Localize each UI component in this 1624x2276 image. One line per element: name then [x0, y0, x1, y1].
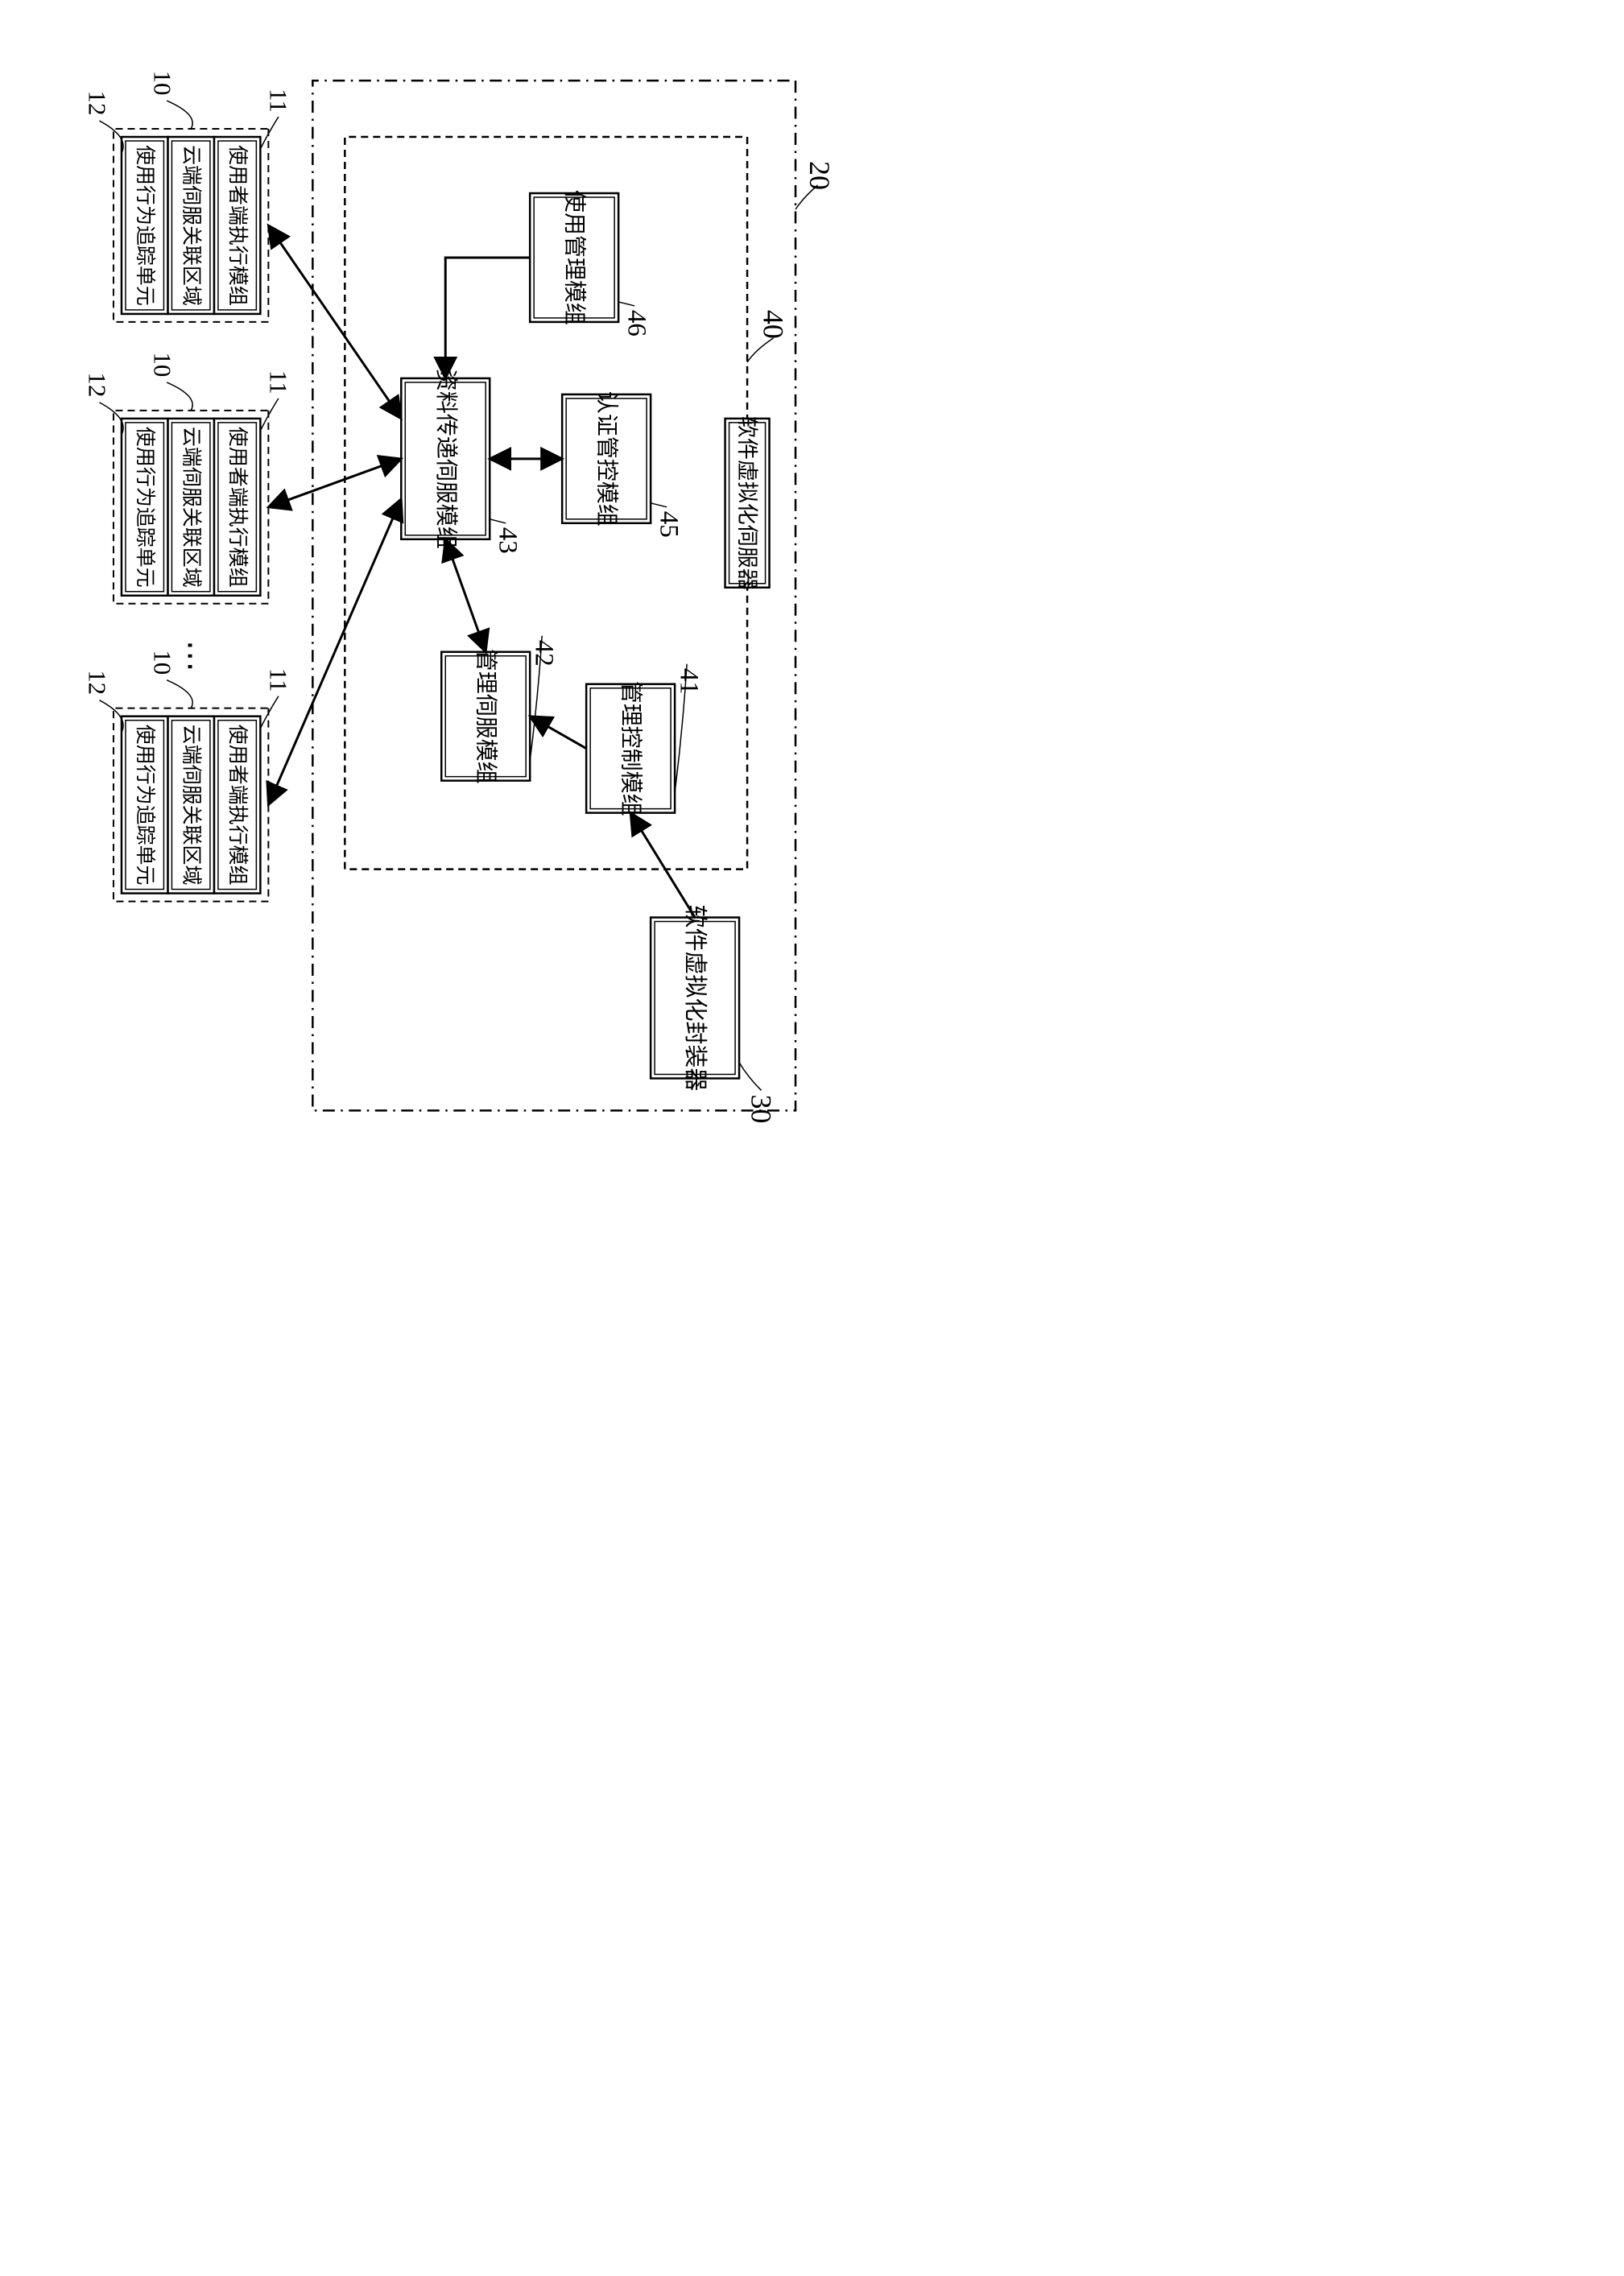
client-row-label: 云端伺服关联区域: [180, 145, 203, 306]
m45-label: 认证管控模组: [594, 391, 620, 527]
label-11: 11: [264, 668, 292, 692]
client-row-label: 使用者端执行模组: [226, 427, 249, 588]
m42-label: 管理伺服模组: [473, 649, 499, 784]
arrow: [445, 258, 530, 378]
client-row-label: 使用者端执行模组: [226, 725, 249, 886]
arrow: [530, 717, 586, 749]
label-42: 42: [530, 640, 559, 667]
label-30: 30: [746, 1094, 778, 1123]
label-40: 40: [758, 310, 790, 339]
client-row-label: 使用者端执行模组: [226, 145, 249, 306]
label-41: 41: [675, 668, 704, 695]
arrow: [445, 539, 486, 652]
label-20: 20: [804, 161, 836, 190]
label-10: 10: [149, 352, 177, 377]
label-43: 43: [494, 527, 523, 554]
m46-label: 使用管理模组: [562, 190, 588, 325]
label-12: 12: [83, 91, 111, 116]
client-row-label: 使用行为追踪单元: [134, 427, 156, 588]
label-46: 46: [622, 310, 651, 337]
client-row-label: 云端伺服关联区域: [180, 427, 203, 588]
label-10: 10: [149, 71, 177, 96]
diagram-root: 20 软件虚拟化封装器 30 40 软件虚拟化伺服器 使用管理模组 46 认证管控模组 45 管理…: [83, 71, 836, 1124]
label-45: 45: [655, 511, 684, 538]
m43-label: 资料传递伺服模组: [433, 369, 459, 549]
ellipsis: ⋯: [173, 640, 209, 672]
label-11: 11: [264, 89, 292, 113]
arrow: [630, 813, 695, 918]
label-11: 11: [264, 370, 292, 394]
label-12: 12: [83, 670, 111, 695]
label-10: 10: [149, 650, 177, 675]
software-packager-label: 软件虚拟化封装器: [682, 905, 708, 1092]
client-row-label: 云端伺服关联区域: [180, 725, 203, 886]
arrow: [268, 499, 401, 805]
client-row-label: 使用行为追踪单元: [134, 725, 156, 886]
label-12: 12: [83, 372, 111, 397]
diagram-canvas: 20 软件虚拟化封装器 30 40 软件虚拟化伺服器 使用管理模组 46 认证管控模组 45 管理…: [32, 32, 844, 1170]
client-row-label: 使用行为追踪单元: [134, 145, 156, 306]
server-title-label: 软件虚拟化伺服器: [735, 416, 759, 590]
arrow: [268, 459, 401, 507]
m41-label: 管理控制模组: [618, 681, 644, 816]
